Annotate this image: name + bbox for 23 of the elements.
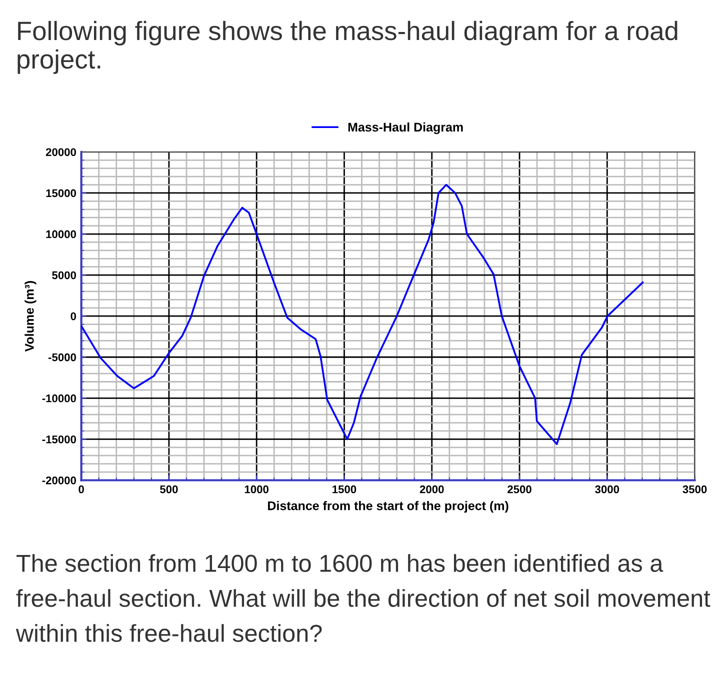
x-tick-label: 2500: [508, 485, 532, 494]
x-tick-label: 500: [160, 485, 178, 494]
x-tick-label: 2000: [420, 485, 444, 494]
y-tick-label: -15000: [42, 435, 76, 444]
y-tick-label: 15000: [46, 189, 76, 198]
x-axis-title: Distance from the start of the project (m): [268, 501, 508, 513]
x-tick-label: 0: [78, 485, 84, 494]
y-axis-title: Volume (m³): [24, 281, 36, 352]
y-tick-label: -20000: [42, 476, 76, 484]
y-tick-label: 5000: [52, 271, 76, 280]
text: The section from 1400 m to 1600 m has been identified as a free-haul section. What will be the direction of net soil movement within this free-haul section?: [16, 554, 710, 642]
legend-label: Mass-Haul Diagram: [348, 122, 463, 134]
y-tick-label: 10000: [46, 230, 76, 238]
x-tick-label: 3000: [595, 485, 620, 494]
y-tick-label: 20000: [46, 148, 76, 156]
x-tick-label: 1500: [332, 485, 356, 494]
chart-title: Following figure shows the mass-haul diagram for a road project.: [18, 20, 678, 74]
y-tick-label: -5000: [48, 353, 76, 362]
y-tick-label: 0: [70, 312, 76, 320]
line-series: [81, 184, 644, 446]
x-tick-label: 3500: [682, 485, 707, 494]
y-tick-label: -10000: [42, 394, 76, 402]
x-tick-label: 1000: [244, 485, 268, 494]
